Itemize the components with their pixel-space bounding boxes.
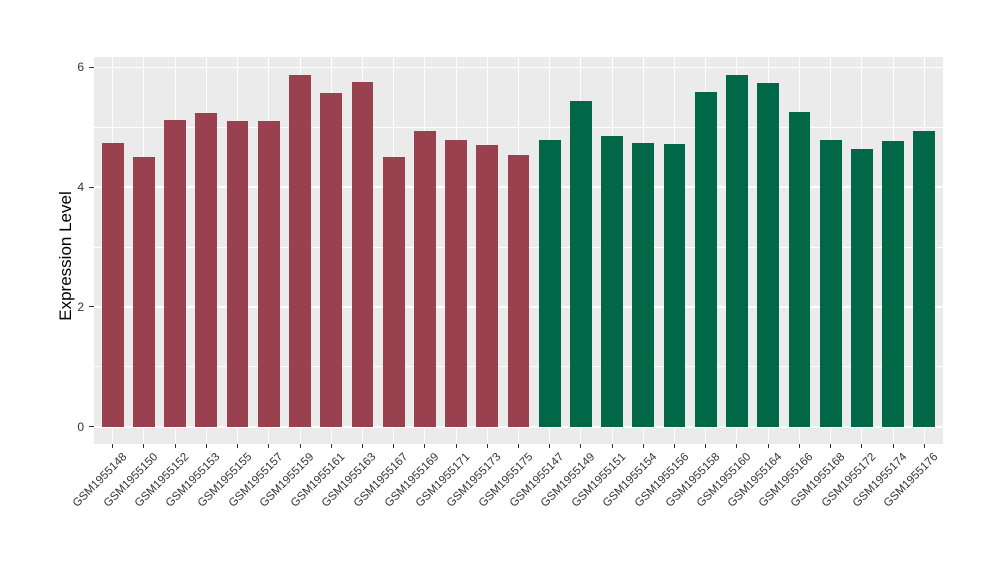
y-tick-mark bbox=[89, 186, 94, 188]
x-tick-mark bbox=[611, 444, 613, 448]
y-tick-mark bbox=[89, 426, 94, 428]
bar bbox=[413, 130, 436, 427]
bar bbox=[289, 75, 311, 427]
x-tick-mark bbox=[798, 444, 800, 448]
x-tick-mark bbox=[549, 444, 551, 448]
x-tick-mark bbox=[455, 444, 457, 448]
x-tick-mark bbox=[923, 444, 925, 448]
bar bbox=[757, 83, 780, 427]
y-tick-label: 6 bbox=[77, 60, 84, 75]
x-tick-mark bbox=[299, 444, 301, 448]
x-tick-mark bbox=[205, 444, 207, 448]
bar bbox=[694, 91, 717, 427]
x-tick-mark bbox=[580, 444, 582, 448]
x-tick-mark bbox=[674, 444, 676, 448]
bar bbox=[195, 113, 218, 427]
x-tick-mark bbox=[518, 444, 519, 448]
bar bbox=[133, 156, 155, 427]
bar bbox=[882, 140, 904, 427]
bar bbox=[913, 131, 936, 427]
bar bbox=[164, 120, 187, 427]
bar bbox=[101, 142, 124, 427]
x-tick-mark bbox=[705, 444, 707, 448]
bar bbox=[445, 139, 467, 427]
x-tick-mark bbox=[268, 444, 270, 448]
x-tick-label: GSM1955148 bbox=[70, 451, 130, 510]
bar bbox=[507, 155, 530, 427]
bar bbox=[632, 142, 655, 427]
y-tick-label: 2 bbox=[77, 299, 84, 314]
x-tick-mark bbox=[736, 444, 738, 448]
bar bbox=[601, 135, 624, 427]
x-tick-mark bbox=[112, 444, 114, 448]
x-tick-mark bbox=[892, 444, 894, 448]
x-tick-mark bbox=[767, 444, 769, 448]
bar bbox=[788, 112, 811, 427]
y-tick-mark bbox=[89, 66, 94, 68]
bar bbox=[726, 74, 748, 427]
y-tick-mark bbox=[89, 306, 94, 308]
bar bbox=[570, 100, 592, 427]
x-tick-mark bbox=[237, 444, 239, 448]
x-tick-mark bbox=[486, 444, 488, 448]
bar bbox=[351, 82, 374, 427]
x-tick-mark bbox=[143, 444, 145, 448]
bar bbox=[382, 157, 405, 427]
x-tick-mark bbox=[174, 444, 176, 448]
x-tick-mark bbox=[830, 444, 832, 448]
bar bbox=[320, 93, 343, 427]
x-tick-mark bbox=[361, 444, 363, 448]
y-tick-label: 4 bbox=[77, 180, 84, 195]
x-tick-mark bbox=[393, 444, 395, 448]
bar bbox=[226, 121, 249, 427]
bar bbox=[850, 148, 873, 427]
x-tick-mark bbox=[861, 444, 863, 448]
bar bbox=[663, 143, 686, 427]
y-tick-label: 0 bbox=[77, 419, 84, 434]
plot-panel bbox=[94, 57, 943, 444]
bar bbox=[476, 144, 499, 427]
x-tick-mark bbox=[642, 444, 644, 448]
bar bbox=[257, 121, 280, 427]
x-tick-mark bbox=[424, 444, 426, 448]
x-tick-mark bbox=[330, 444, 332, 448]
bar bbox=[538, 139, 561, 427]
bar bbox=[819, 139, 842, 427]
